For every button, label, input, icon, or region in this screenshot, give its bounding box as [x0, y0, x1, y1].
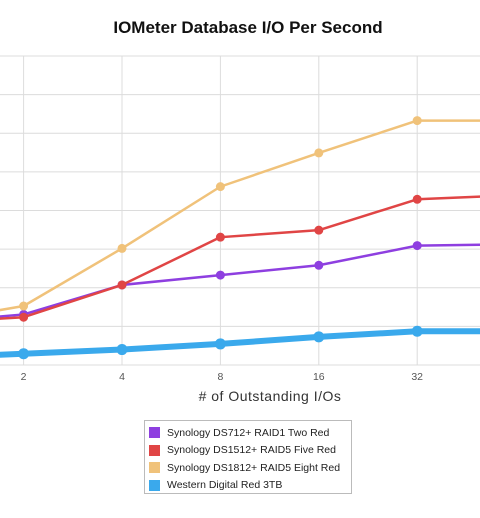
chart-title: IOMeter Database I/O Per Second	[113, 18, 383, 37]
legend-item: Synology DS1812+ RAID5 Eight Red	[149, 459, 351, 477]
data-point	[117, 280, 127, 290]
legend-item: Western Digital Red 3TB	[149, 477, 351, 495]
legend-label: Synology DS1512+ RAID5 Five Red	[167, 444, 336, 457]
data-point	[117, 243, 127, 253]
line-chart-plot: 2 4 8 16 32	[0, 55, 480, 380]
data-point	[214, 338, 226, 350]
data-point	[411, 325, 423, 337]
data-point	[412, 194, 422, 204]
data-point	[215, 270, 225, 280]
legend-label: Synology DS1812+ RAID5 Eight Red	[167, 461, 341, 474]
data-point	[19, 301, 29, 311]
data-point	[215, 182, 225, 192]
data-point	[314, 260, 324, 270]
data-point	[215, 232, 225, 242]
data-point	[412, 116, 422, 126]
series-line	[0, 119, 480, 312]
data-point	[313, 331, 325, 343]
series-line	[0, 195, 480, 320]
x-tick-label: 32	[411, 371, 423, 380]
data-point	[19, 312, 29, 322]
legend-swatch	[149, 462, 160, 474]
x-tick-label: 4	[119, 371, 125, 380]
x-axis-title: # of Outstanding I/Os	[198, 388, 342, 404]
x-tick-label: 8	[217, 371, 223, 380]
data-point	[116, 344, 128, 356]
legend-item: Synology DS712+ RAID1 Two Red	[149, 424, 351, 442]
legend-swatch	[149, 444, 160, 456]
legend-item: Synology DS1512+ RAID5 Five Red	[149, 442, 351, 460]
x-tick-label: 2	[21, 371, 27, 380]
legend-swatch	[149, 427, 160, 439]
legend-label: Western Digital Red 3TB	[167, 479, 283, 492]
x-tick-labels: 2 4 8 16 32	[21, 371, 424, 380]
data-point	[314, 148, 324, 158]
data-point	[314, 225, 324, 235]
data-point	[18, 348, 30, 360]
series-line	[0, 328, 480, 358]
legend: Synology DS712+ RAID1 Two Red Synology DS…	[144, 420, 352, 494]
grid	[0, 55, 480, 366]
series-lines	[0, 116, 480, 360]
x-tick-label: 16	[313, 371, 325, 380]
legend-label: Synology DS712+ RAID1 Two Red	[167, 426, 330, 439]
data-point	[412, 241, 422, 251]
legend-swatch	[149, 479, 160, 491]
series-line	[0, 243, 480, 318]
